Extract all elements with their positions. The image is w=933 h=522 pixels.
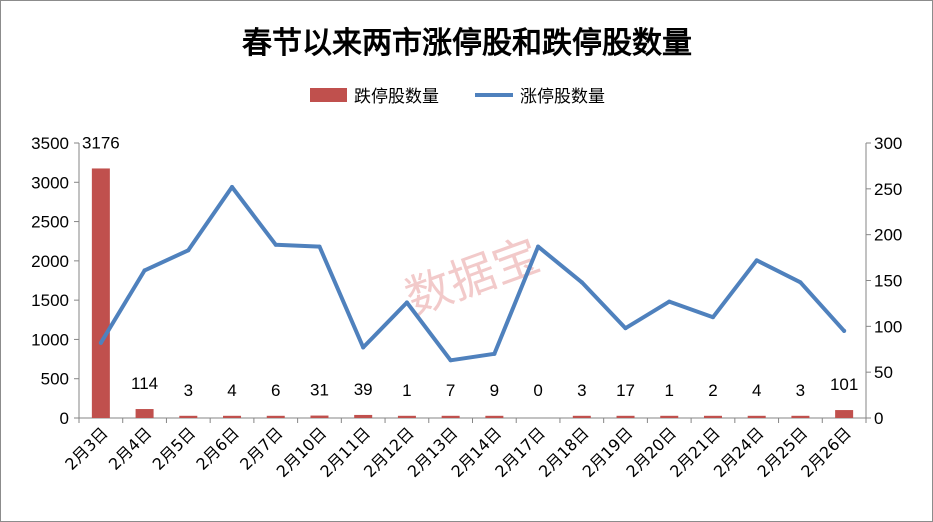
line-point — [186, 248, 191, 253]
right-tick-label: 250 — [874, 180, 902, 199]
line-point — [404, 300, 409, 305]
bar — [485, 415, 504, 418]
bar-data-label: 3 — [577, 381, 586, 400]
left-tick-label: 2500 — [31, 213, 69, 232]
bar-data-label: 101 — [830, 375, 858, 394]
bar — [747, 415, 766, 418]
bar-data-label: 2 — [708, 381, 717, 400]
left-tick-label: 1500 — [31, 291, 69, 310]
bar-data-label: 17 — [616, 381, 635, 400]
x-tick-label: 2月6日 — [192, 423, 242, 473]
legend-label-line: 涨停股数量 — [520, 87, 605, 107]
x-axis-ticks: 2月3日2月4日2月5日2月6日2月7日2月10日2月11日2月12日2月13日… — [61, 418, 867, 481]
line-point — [448, 358, 453, 363]
left-tick-label: 1000 — [31, 330, 69, 349]
left-tick-label: 2000 — [31, 252, 69, 271]
line-point — [273, 242, 278, 247]
bar-data-label: 39 — [354, 380, 373, 399]
chart-title: 春节以来两市涨停股和跌停股数量 — [242, 26, 692, 61]
line-series-group — [98, 185, 847, 363]
bar — [616, 415, 635, 418]
bar — [660, 415, 679, 418]
right-tick-label: 50 — [874, 363, 893, 382]
bar-data-label: 1 — [402, 381, 411, 400]
bar — [310, 415, 329, 418]
right-tick-label: 0 — [874, 409, 883, 428]
line-point — [623, 326, 628, 331]
line-point — [492, 351, 497, 356]
bar-data-label: 3 — [796, 381, 805, 400]
bar-data-label: 9 — [490, 381, 499, 400]
bar — [266, 415, 285, 418]
legend-swatch-bar — [310, 88, 347, 102]
right-axis-ticks: 0 50 100 150 200 250 300 — [866, 134, 902, 428]
legend-label-bar: 跌停股数量 — [354, 87, 439, 107]
bar-data-label: 1 — [665, 381, 674, 400]
right-tick-label: 300 — [874, 134, 902, 153]
line-point — [842, 328, 847, 333]
bar-data-label: 0 — [533, 381, 542, 400]
bar-data-label: 7 — [446, 381, 455, 400]
line-point — [710, 315, 715, 320]
bar-series — [91, 168, 854, 418]
line-point — [667, 299, 672, 304]
bar-data-label: 6 — [271, 381, 280, 400]
right-tick-label: 150 — [874, 272, 902, 291]
bar — [791, 415, 810, 418]
bar-data-label: 4 — [752, 381, 761, 400]
x-tick-label: 2月5日 — [149, 423, 199, 473]
bar-data-label: 114 — [131, 374, 158, 393]
line-point — [142, 268, 147, 273]
left-axis-ticks: 0 500 1000 1500 2000 2500 3000 3500 — [31, 134, 79, 428]
bar-data-label: 3 — [184, 381, 193, 400]
left-tick-label: 500 — [41, 370, 69, 389]
bar-data-label: 3176 — [82, 133, 120, 152]
line-series — [98, 185, 847, 363]
line-point — [536, 244, 541, 249]
bar — [835, 410, 854, 418]
bar — [179, 415, 198, 418]
right-tick-label: 200 — [874, 226, 902, 245]
bar — [397, 415, 416, 418]
line-point — [317, 244, 322, 249]
bar — [354, 414, 373, 418]
line-point — [98, 340, 103, 345]
bar — [572, 415, 591, 418]
bar — [223, 415, 242, 418]
bar-data-label: 31 — [310, 381, 329, 400]
left-tick-label: 3000 — [31, 173, 69, 192]
x-tick-label: 2月3日 — [61, 423, 111, 473]
bar — [135, 409, 154, 418]
bar-data-label: 4 — [227, 381, 236, 400]
left-tick-label: 3500 — [31, 134, 69, 153]
bar — [441, 415, 460, 418]
line-point — [361, 345, 366, 350]
line-point — [230, 185, 235, 189]
bar — [91, 168, 110, 418]
line-point — [579, 280, 584, 285]
left-tick-label: 0 — [60, 409, 69, 428]
x-tick-label: 2月4日 — [105, 423, 155, 473]
bar — [703, 415, 722, 418]
line-point — [798, 280, 803, 285]
right-tick-label: 100 — [874, 317, 902, 336]
line-point — [754, 258, 759, 263]
legend: 跌停股数量 涨停股数量 — [310, 87, 605, 107]
